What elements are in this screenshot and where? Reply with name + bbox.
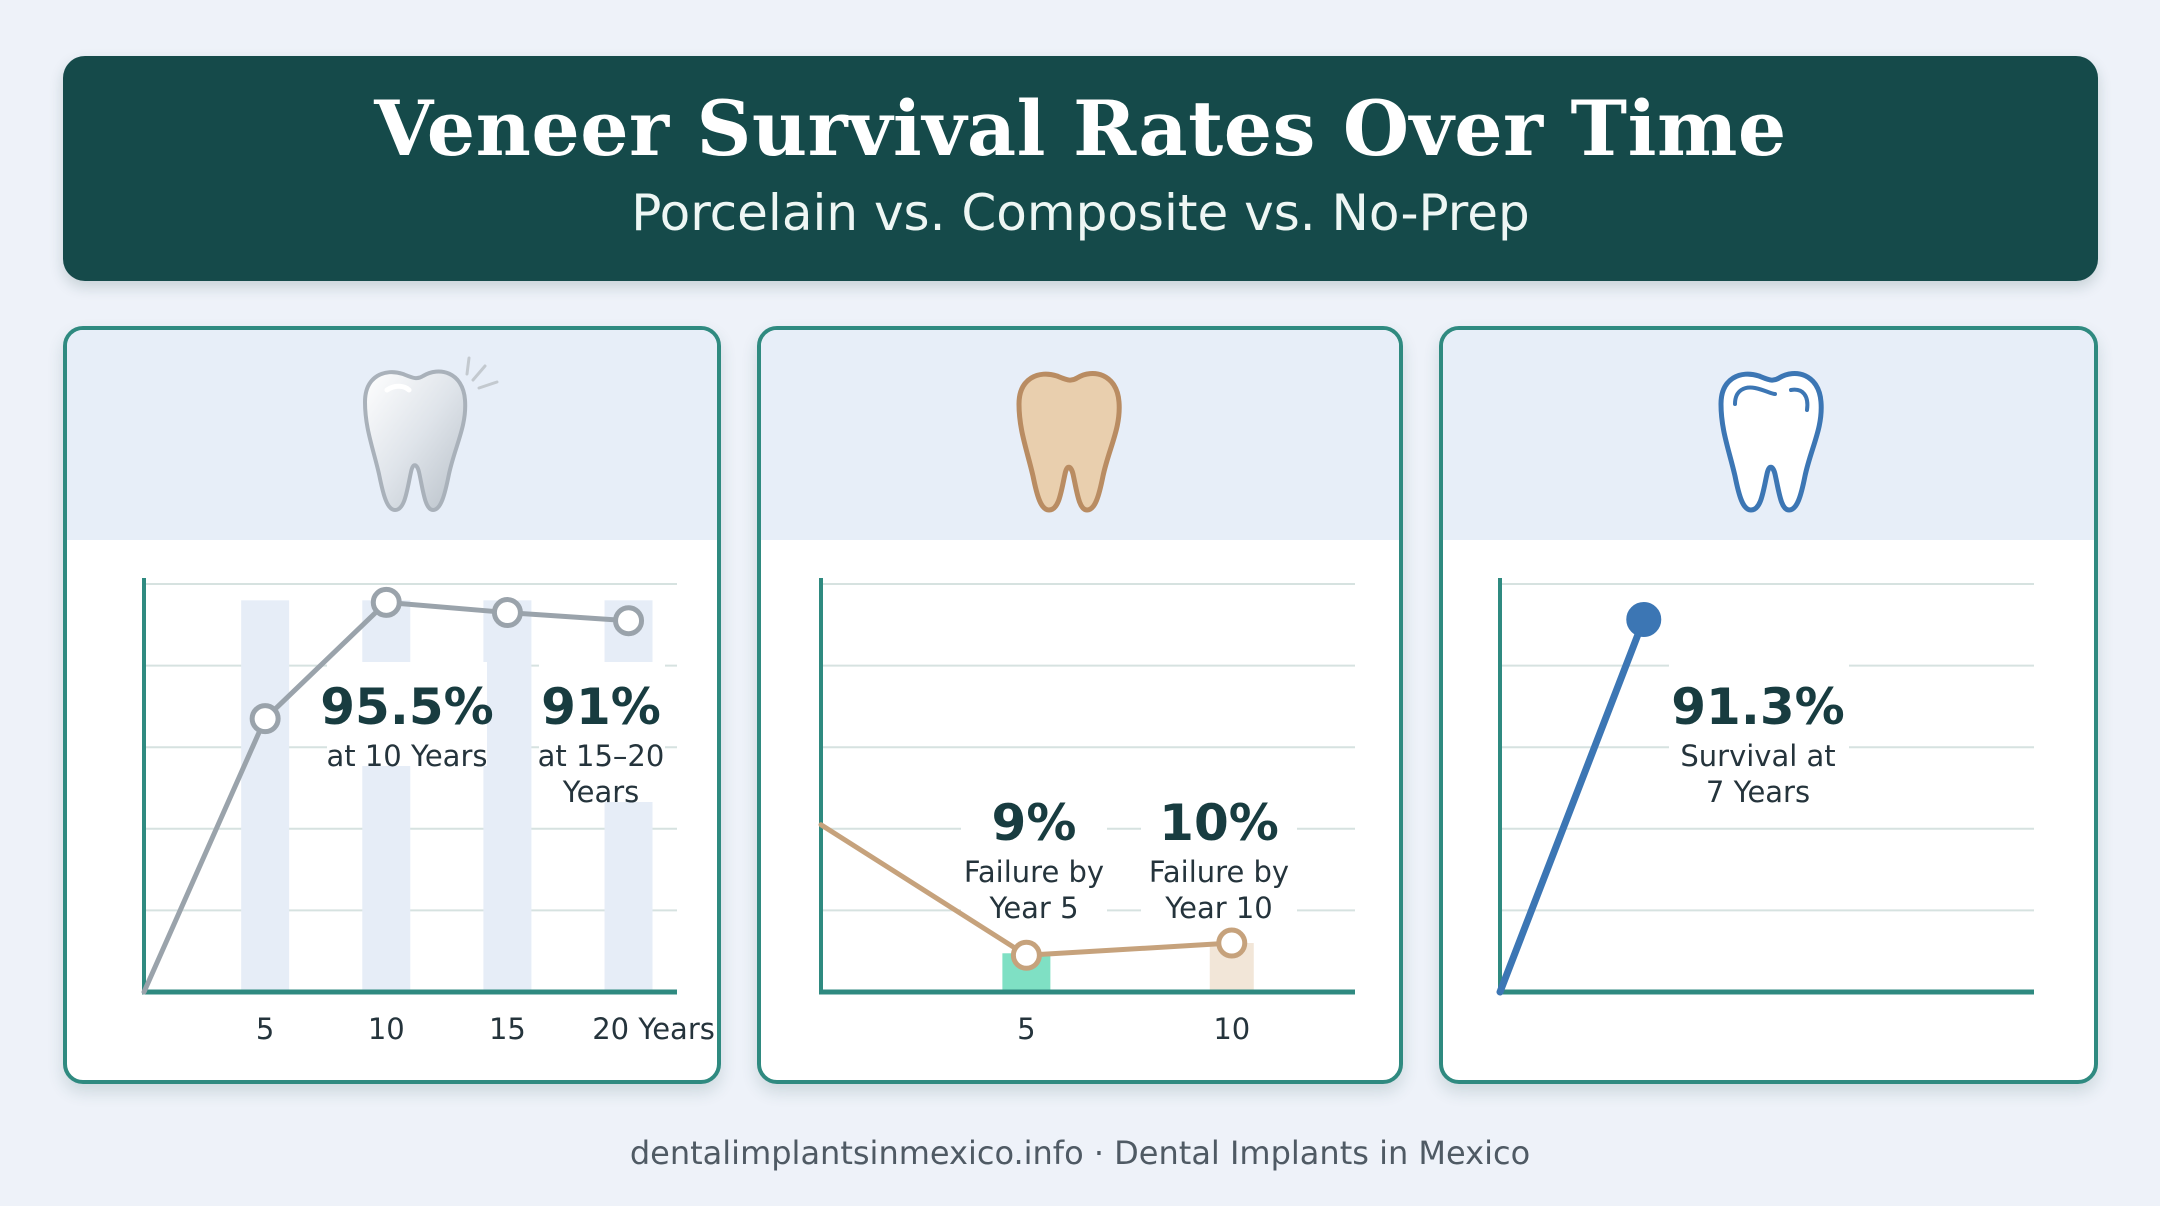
annotation-label: Failure by [1149, 855, 1289, 889]
annotation-value: 91.3% [1671, 678, 1844, 736]
porcelain-card: 5 10 15 20 Years 95.5% at 10 Years 91% at 15–20… [63, 326, 721, 1084]
background-bar [483, 600, 532, 992]
x-tick-label: 5 [1017, 1012, 1035, 1046]
data-point [370, 586, 402, 618]
annotation-label: 7 Years [1706, 775, 1810, 809]
data-point [491, 597, 523, 629]
no-prep-tooth-icon [1718, 371, 1824, 513]
x-tick-label: 15 [489, 1012, 526, 1046]
annotation-label: Year 5 [988, 891, 1078, 925]
series-line [1496, 615, 1648, 996]
data-point [249, 703, 281, 735]
annotation-label: at 10 Years [327, 739, 488, 773]
annotation-label: Year 10 [1164, 891, 1273, 925]
annotation-label: at 15–20 [538, 739, 665, 773]
composite-card: 5 10 9% Failure by Year 5 10% Failure by Year 1… [757, 326, 1403, 1084]
background-bar [241, 600, 290, 992]
page-title: Veneer Survival Rates Over Time [374, 84, 1787, 173]
data-point [613, 605, 645, 637]
annotation-mask [1669, 662, 1849, 802]
x-tick-label: 10 [1213, 1012, 1250, 1046]
annotation-value: 91% [541, 678, 661, 736]
x-tick-label: 20 Years [592, 1012, 715, 1046]
annotation-mask [539, 662, 665, 802]
data-point [1216, 927, 1248, 959]
porcelain-chart: 5 10 15 20 Years 95.5%at 10 Years 91%at 15–20… [141, 578, 715, 1046]
annotation-value: 9% [992, 794, 1077, 852]
page-subtitle: Porcelain vs. Composite vs. No-Prep [631, 184, 1530, 242]
data-point [1010, 939, 1042, 971]
annotation-value: 95.5% [320, 678, 493, 736]
footer-credit: dentalimplantsinmexico.info · Dental Imp… [629, 1134, 1531, 1172]
annotation-mask [327, 662, 487, 766]
no-prep-chart: 91.3%Survival at7 Years [1496, 578, 2034, 996]
annotation-mask [961, 780, 1107, 920]
title-banner: Veneer Survival Rates Over Time Porcelai… [63, 56, 2098, 281]
background-bar [362, 600, 411, 992]
no-prep-card: 91.3% Survival at 7 Years [1439, 326, 2098, 1084]
x-tick-label: 10 [368, 1012, 405, 1046]
data-point [1626, 601, 1662, 637]
annotation-label: Years [562, 775, 640, 809]
porcelain-tooth-icon [362, 356, 499, 513]
annotation-label: Failure by [964, 855, 1104, 889]
annotation-mask [1141, 780, 1297, 920]
annotation-label: Survival at [1680, 739, 1835, 773]
annotation-value: 10% [1159, 794, 1279, 852]
composite-tooth-icon [1016, 371, 1122, 513]
x-tick-label: 5 [256, 1012, 274, 1046]
